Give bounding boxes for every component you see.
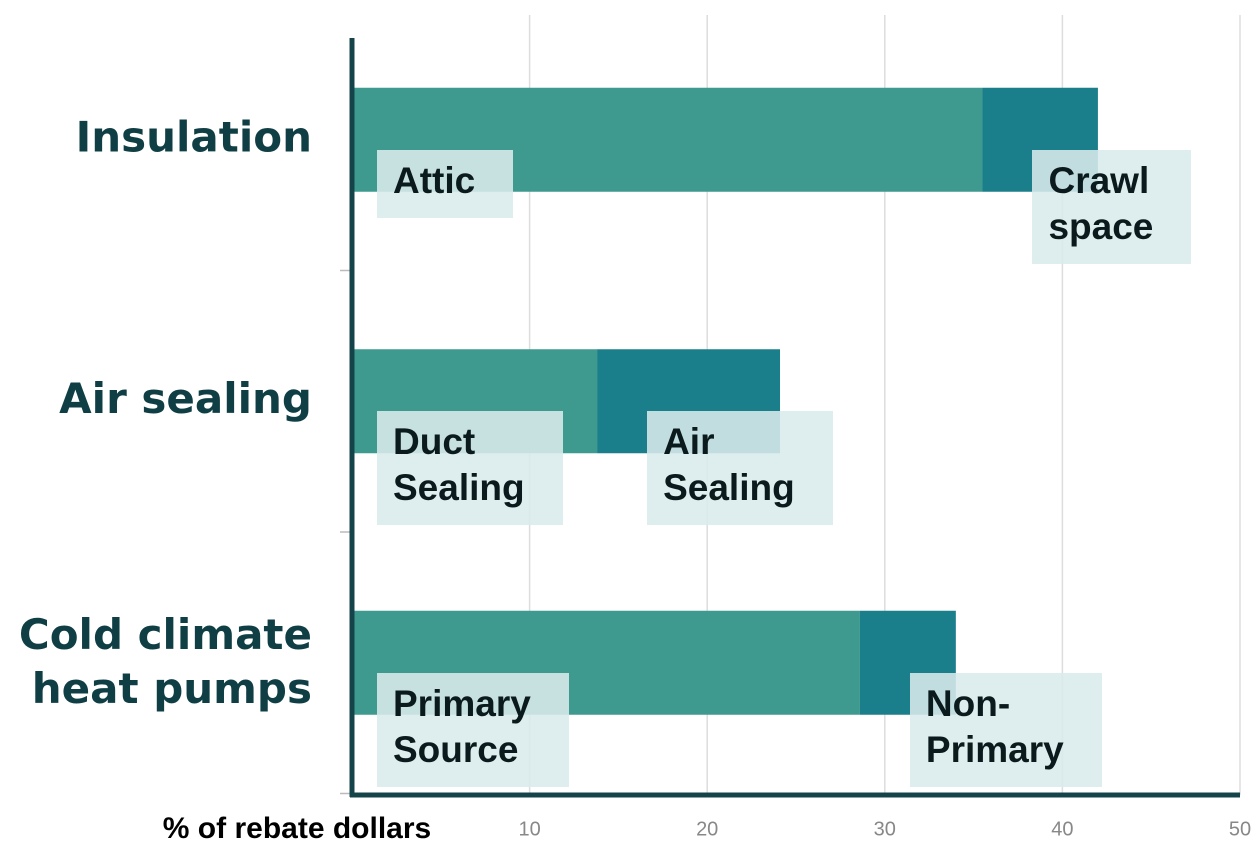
x-axis-title: % of rebate dollars [163,812,431,845]
segment-label: Duct Sealing [377,411,563,526]
x-tick-label: 40 [1051,818,1073,840]
x-tick-label: 30 [874,818,896,840]
segment-label: Primary Source [377,672,569,787]
x-tick-label: 10 [518,818,540,840]
segment-label: Non-Primary [909,672,1102,787]
segment-label: Attic [377,149,514,218]
x-tick-label: 50 [1229,818,1251,840]
category-label: Insulation [76,112,312,161]
segment-label: Air Sealing [647,411,833,526]
segment-label: Crawl space [1032,149,1192,264]
x-tick-label: 20 [696,818,718,840]
category-label: Cold climate heat pumps [19,609,312,712]
category-label: Air sealing [59,374,312,423]
